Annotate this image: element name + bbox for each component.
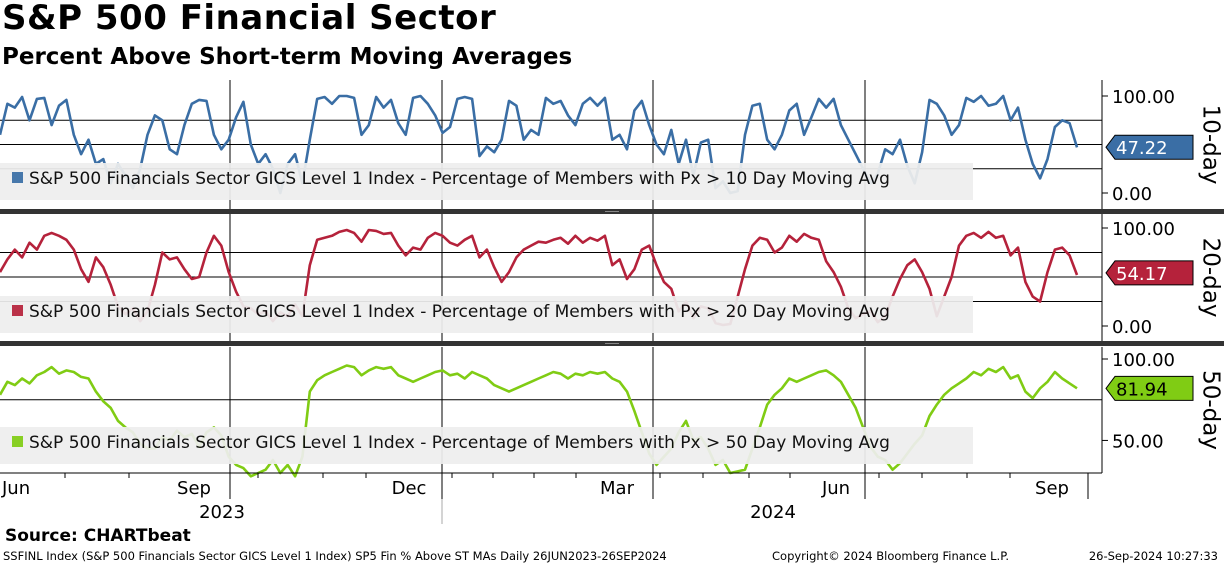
legend-20-day: S&P 500 Financials Sector GICS Level 1 I… [0, 296, 973, 333]
legend-swatch-10-day [12, 172, 23, 183]
panel-label-50-day: 50-day [1198, 370, 1224, 450]
x-tick-label: Sep [177, 478, 211, 499]
last-value-label: 54.17 [1116, 264, 1168, 285]
last-value-tag [1105, 134, 1194, 160]
chart-subtitle: Percent Above Short-term Moving Averages [2, 44, 573, 70]
last-value-label: 47.22 [1116, 138, 1168, 159]
legend-label-50-day: S&P 500 Financials Sector GICS Level 1 I… [29, 433, 890, 453]
y-tick-label: 100.00 [1112, 87, 1175, 108]
x-tick-label: Jun [1, 478, 30, 499]
x-year-label: 2024 [750, 502, 796, 523]
x-tick-label: Mar [600, 478, 635, 499]
y-tick-label: 100.00 [1112, 219, 1175, 240]
legend-swatch-50-day [12, 436, 23, 447]
panel-label-10-day: 10-day [1198, 105, 1224, 185]
y-tick-label: 50.00 [1112, 431, 1164, 452]
x-tick-label: Jun [821, 478, 850, 499]
y-tick-label: 0.00 [1112, 184, 1152, 205]
last-value-label: 81.94 [1116, 379, 1168, 400]
legend-50-day: S&P 500 Financials Sector GICS Level 1 I… [0, 427, 973, 464]
footer-timestamp: 26-Sep-2024 10:27:33 [1088, 549, 1218, 563]
x-tick-label: Sep [1035, 478, 1069, 499]
panel-label-20-day: 20-day [1198, 238, 1224, 318]
series-line-20-day [0, 228, 1079, 327]
source-note: Source: CHARTbeat [5, 526, 191, 546]
series-line-10-day [0, 94, 1079, 195]
x-tick-label: Dec [392, 478, 427, 499]
chart-title: S&P 500 Financial Sector [2, 0, 497, 38]
last-value-tag [1105, 375, 1194, 401]
legend-label-10-day: S&P 500 Financials Sector GICS Level 1 I… [29, 169, 890, 189]
y-tick-label: 100.00 [1112, 350, 1175, 371]
x-year-label: 2023 [199, 502, 245, 523]
footer-description: SSFINL Index (S&P 500 Financials Sector … [3, 549, 667, 563]
last-value-tag [1105, 260, 1194, 286]
y-tick-label: 0.00 [1112, 317, 1152, 338]
footer-copyright: Copyright© 2024 Bloomberg Finance L.P. [772, 549, 1009, 563]
legend-10-day: S&P 500 Financials Sector GICS Level 1 I… [0, 163, 973, 200]
legend-swatch-20-day [12, 305, 23, 316]
legend-label-20-day: S&P 500 Financials Sector GICS Level 1 I… [29, 302, 890, 322]
